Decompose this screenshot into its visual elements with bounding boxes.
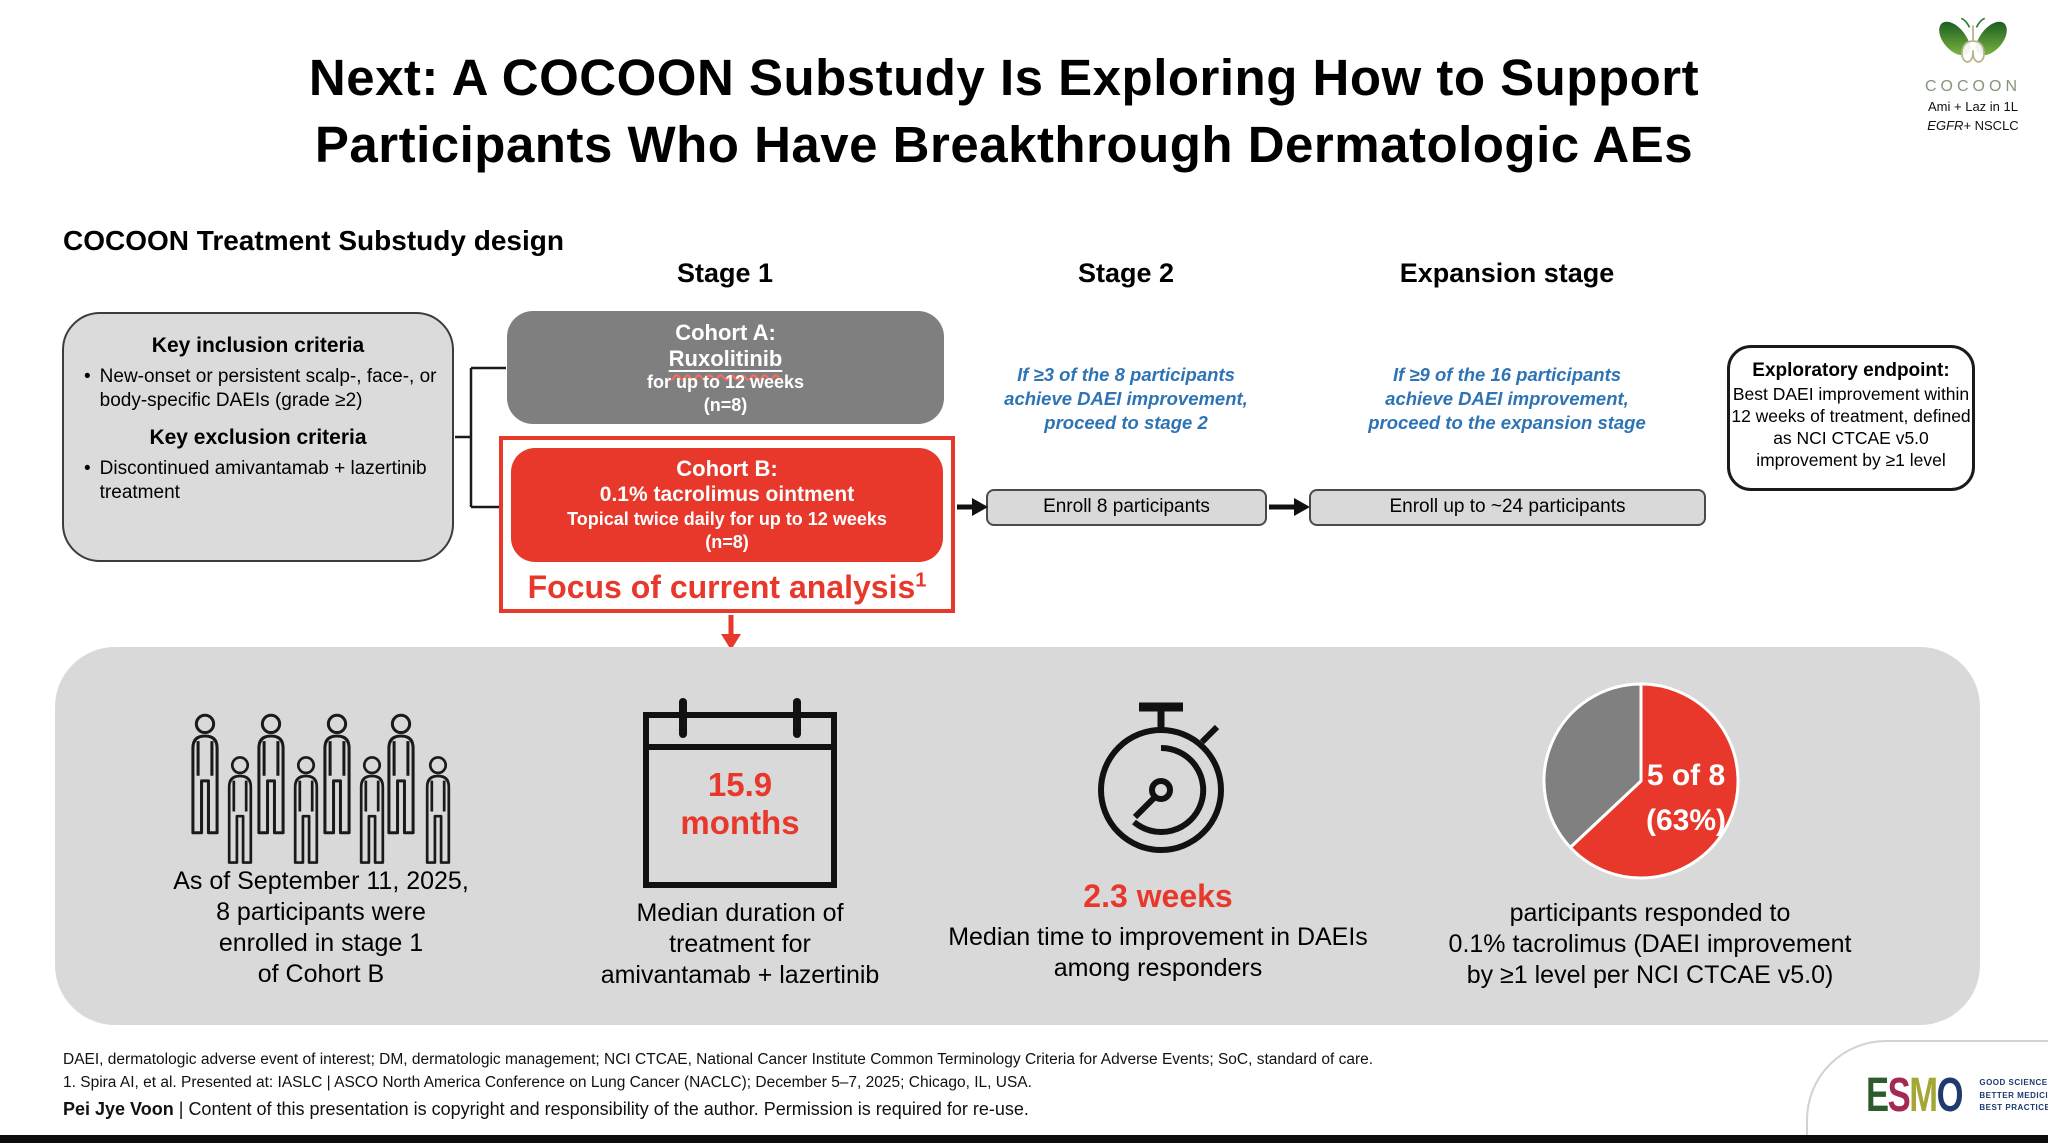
person-icon bbox=[318, 706, 356, 842]
person-icon bbox=[252, 706, 290, 842]
slide-title: Next: A COCOON Substudy Is Exploring How… bbox=[308, 49, 1700, 173]
cocoon-wordmark: COCOON bbox=[1925, 78, 2021, 95]
egfr-italic: EGFR+ bbox=[1927, 118, 1972, 133]
focus-outline-box: Cohort B: 0.1% tacrolimus ointment Topic… bbox=[499, 436, 955, 613]
cocoon-tagline-2: EGFR+ NSCLC bbox=[1898, 118, 2048, 134]
calendar-icon: 15.9 months bbox=[643, 698, 837, 888]
reference-footnote: 1. Spira AI, et al. Presented at: IASLC … bbox=[63, 1074, 1032, 1091]
endpoint-box: Exploratory endpoint: Best DAEI improvem… bbox=[1727, 345, 1975, 491]
participants-icon-group bbox=[186, 706, 458, 876]
time-caption: Median time to improvement in DAEIs amon… bbox=[948, 923, 1368, 982]
separator: | bbox=[178, 1099, 184, 1119]
inclusion-item: • New-onset or persistent scalp-, face-,… bbox=[84, 365, 438, 413]
cohort-a-drug-text: Ruxolitinib bbox=[668, 346, 783, 371]
copyright-text: Content of this presentation is copyrigh… bbox=[188, 1099, 1029, 1119]
nsclc-text: NSCLC bbox=[1971, 118, 2019, 133]
author-name: Pei Jye Voon bbox=[63, 1099, 174, 1119]
person-icon bbox=[289, 750, 323, 870]
enroll-stage2-box: Enroll 8 participants bbox=[986, 489, 1267, 526]
cocoon-butterfly-icon bbox=[1939, 17, 2007, 63]
stage2-header: Stage 2 bbox=[1077, 258, 1175, 288]
duration-value: 15.9 months bbox=[649, 766, 831, 842]
esmo-tagline-2: BETTER MEDICINE bbox=[1979, 1090, 2048, 1100]
duration-number: 15.9 bbox=[707, 766, 773, 803]
esmo-tagline: GOOD SCIENCE BETTER MEDICINE BEST PRACTI… bbox=[1979, 1077, 2048, 1115]
bottom-bar bbox=[0, 1135, 2048, 1143]
calendar-pin-icon bbox=[793, 698, 801, 738]
criteria-box: Key inclusion criteria • New-onset or pe… bbox=[62, 312, 454, 562]
cohort-a-title: Cohort A: bbox=[675, 320, 776, 345]
response-pie-chart: 5 of 8 (63%) bbox=[1542, 682, 1740, 880]
esmo-letter-e: E bbox=[1866, 1069, 1889, 1122]
person-icon bbox=[421, 750, 455, 870]
esmo-letter-o: O bbox=[1936, 1069, 1964, 1122]
endpoint-body: Best DAEI improvement within 12 weeks of… bbox=[1731, 384, 1971, 470]
duration-unit: months bbox=[680, 804, 800, 841]
copyright-line: Pei Jye Voon | Content of this presentat… bbox=[63, 1099, 1029, 1120]
expansion-gate-text: If ≥9 of the 16 participants achieve DAE… bbox=[1368, 364, 1646, 433]
cohort-a-drug: Ruxolitinib bbox=[507, 346, 944, 371]
pie-slice-responders bbox=[1568, 682, 1740, 880]
person-icon bbox=[223, 750, 257, 870]
exclusion-title: Key exclusion criteria bbox=[149, 426, 367, 449]
focus-superscript: 1 bbox=[915, 569, 927, 592]
cocoon-logo: COCOON Ami + Laz in 1L EGFR+ NSCLC bbox=[1898, 16, 2048, 134]
section-heading: COCOON Treatment Substudy design bbox=[63, 225, 564, 256]
stopwatch-icon bbox=[1098, 702, 1224, 853]
abbreviations-footnote: DAEI, dermatologic adverse event of inte… bbox=[63, 1051, 1374, 1068]
calendar-pin-icon bbox=[679, 698, 687, 738]
exclusion-item: • Discontinued amivantamab + lazertinib … bbox=[84, 457, 438, 505]
esmo-tagline-1: GOOD SCIENCE bbox=[1979, 1078, 2048, 1088]
cohort-b-n: (n=8) bbox=[705, 532, 749, 552]
esmo-logo: E S M O GOOD SCIENCE BETTER MEDICINE BES… bbox=[1866, 1069, 2048, 1122]
esmo-letter-s: S bbox=[1887, 1069, 1911, 1122]
bullet-marker: • bbox=[84, 366, 91, 387]
pie-slice-nonresponders bbox=[1542, 682, 1643, 849]
inclusion-title: Key inclusion criteria bbox=[151, 334, 365, 357]
duration-caption: Median duration of treatment for amivant… bbox=[600, 899, 880, 989]
stage2-gate-text: If ≥3 of the 8 participants achieve DAEI… bbox=[1004, 364, 1248, 433]
expansion-header: Expansion stage bbox=[1399, 258, 1615, 288]
person-icon bbox=[355, 750, 389, 870]
endpoint-title: Exploratory endpoint: bbox=[1752, 360, 1950, 381]
cohort-b-dosing: Topical twice daily for up to 12 weeks bbox=[567, 509, 887, 529]
enrollment-caption: As of September 11, 2025, 8 participants… bbox=[173, 867, 469, 988]
cohort-b-title: Cohort B: bbox=[676, 456, 778, 481]
inclusion-item-text: New-onset or persistent scalp-, face-, o… bbox=[99, 366, 437, 411]
esmo-card: E S M O GOOD SCIENCE BETTER MEDICINE BES… bbox=[1806, 1040, 2048, 1143]
focus-label: Focus of current analysis1 bbox=[503, 569, 951, 606]
exclusion-item-text: Discontinued amivantamab + lazertinib tr… bbox=[99, 458, 427, 503]
stage1-header: Stage 1 bbox=[676, 258, 774, 288]
esmo-wordmark: E S M O bbox=[1866, 1069, 1964, 1122]
response-caption: participants responded to 0.1% tacrolimu… bbox=[1448, 899, 1852, 989]
enroll-expansion-box: Enroll up to ~24 participants bbox=[1309, 489, 1706, 526]
pie-label-count: 5 of 8 bbox=[1647, 759, 1725, 792]
esmo-tagline-3: BEST PRACTICE bbox=[1979, 1103, 2048, 1113]
time-value: 2.3 weeks bbox=[1083, 878, 1233, 914]
cohort-a-box: Cohort A: Ruxolitinib for up to 12 weeks… bbox=[507, 311, 944, 424]
esmo-letter-m: M bbox=[1909, 1069, 1938, 1122]
arrowhead-expansion-icon bbox=[1294, 498, 1310, 516]
focus-label-text: Focus of current analysis bbox=[527, 569, 916, 605]
cocoon-tagline-1: Ami + Laz in 1L bbox=[1928, 99, 2018, 114]
pie-label-percent: (63%) bbox=[1646, 804, 1726, 837]
cohort-a-duration: for up to 12 weeks bbox=[646, 372, 805, 392]
cohort-b-box: Cohort B: 0.1% tacrolimus ointment Topic… bbox=[511, 448, 943, 562]
cohort-b-treatment: 0.1% tacrolimus ointment bbox=[599, 483, 855, 506]
cohort-a-n: (n=8) bbox=[703, 395, 748, 415]
person-icon bbox=[186, 706, 224, 842]
bullet-marker: • bbox=[84, 458, 91, 479]
calendar-header bbox=[649, 718, 831, 750]
